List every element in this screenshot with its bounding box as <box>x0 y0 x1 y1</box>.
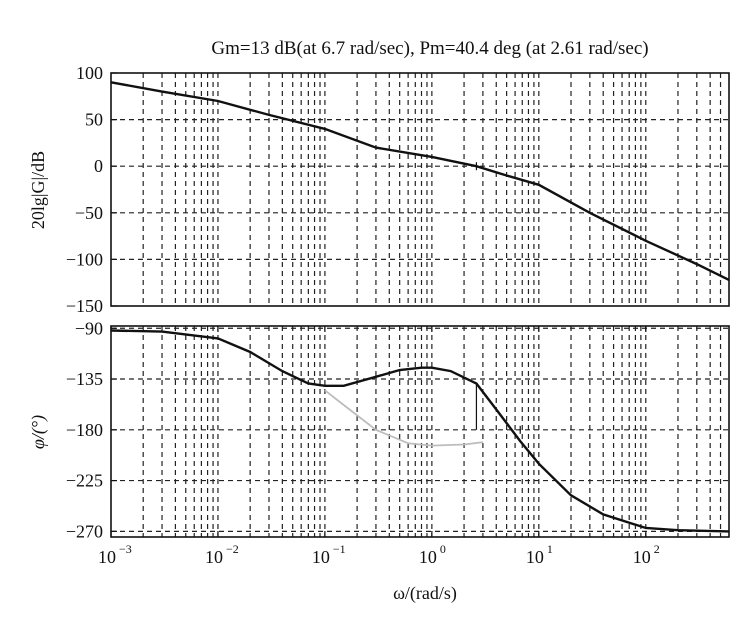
x-tick-exponent: −3 <box>119 542 132 556</box>
x-tick-label: 10 <box>526 547 544 567</box>
phase-ytick-label: −270 <box>66 521 103 541</box>
magnitude-ytick-label: −150 <box>66 296 103 316</box>
x-tick-label: 10 <box>98 547 116 567</box>
phase-frame <box>110 325 730 538</box>
x-tick-label: 10 <box>419 547 437 567</box>
x-tick-label: 10 <box>205 547 223 567</box>
magnitude-ytick-label: 100 <box>76 63 103 83</box>
phase-ytick-label: −225 <box>66 471 103 491</box>
magnitude-ytick-label: −100 <box>66 249 103 269</box>
phase-ytick-label: −135 <box>66 369 103 389</box>
x-tick-exponent: 0 <box>440 542 446 556</box>
magnitude-panel: 100 50 0 −50 −100 −150 <box>66 63 730 316</box>
magnitude-frame <box>110 72 730 307</box>
magnitude-curve <box>110 81 730 281</box>
phase-ghost-curve <box>324 389 484 447</box>
chart-title: Gm=13 dB(at 6.7 rad/sec), Pm=40.4 deg (a… <box>211 38 648 59</box>
x-axis-label: ω/(rad/s) <box>393 583 457 604</box>
phase-ylabel: φ/(°) <box>28 415 49 449</box>
magnitude-ytick-label: 0 <box>94 156 103 176</box>
x-tick-label: 10 <box>633 547 651 567</box>
x-tick-label: 10 <box>312 547 330 567</box>
phase-ytick-label: −180 <box>66 420 103 440</box>
x-tick-exponent: −2 <box>226 542 239 556</box>
magnitude-ytick-label: 50 <box>85 110 103 130</box>
phase-ytick-label: −90 <box>75 318 103 338</box>
x-tick-exponent: 1 <box>547 542 553 556</box>
phase-panel: −90−135−180−225−270 10 −3 10 −2 10 −1 10 0 10 1 10… <box>66 318 730 567</box>
x-tick-exponent: −1 <box>333 542 346 556</box>
phase-curve <box>110 329 730 533</box>
magnitude-ytick-label: −50 <box>75 203 103 223</box>
magnitude-ylabel: 20lg|G|/dB <box>28 151 48 229</box>
x-tick-exponent: 2 <box>654 542 660 556</box>
